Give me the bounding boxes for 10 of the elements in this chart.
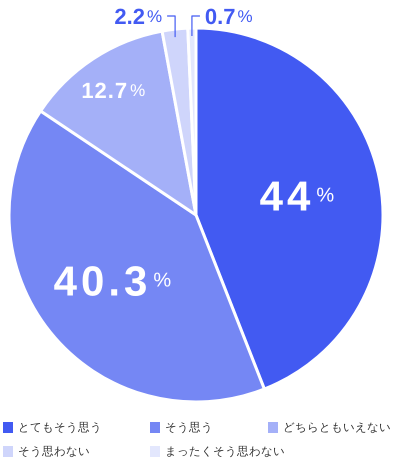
legend-label: そう思わない bbox=[18, 445, 90, 458]
data-label: 44% bbox=[260, 172, 338, 220]
data-label: 40.3% bbox=[54, 257, 176, 304]
legend-label: そう思う bbox=[165, 421, 213, 434]
data-label: 2.2% bbox=[114, 4, 162, 28]
data-label: 12.7% bbox=[81, 78, 146, 103]
legend-label: どちらともいえない bbox=[283, 421, 391, 434]
data-label: 0.7% bbox=[204, 4, 253, 28]
legend-label: まったくそう思わない bbox=[165, 445, 285, 458]
legend-label: とてもそう思う bbox=[18, 421, 102, 434]
